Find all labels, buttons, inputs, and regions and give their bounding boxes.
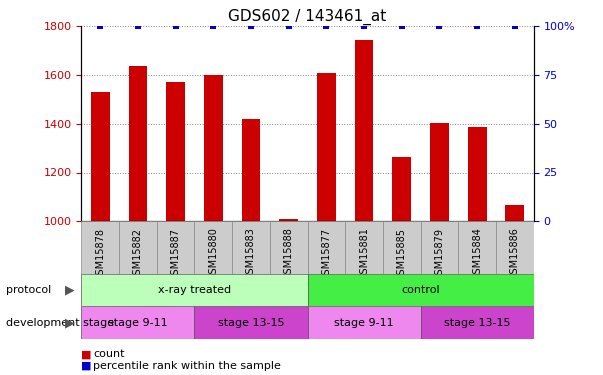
Bar bbox=[81, 221, 119, 274]
Point bbox=[510, 23, 520, 29]
Bar bbox=[430, 123, 449, 221]
Bar bbox=[204, 75, 223, 221]
Bar bbox=[279, 219, 298, 221]
Text: ▶: ▶ bbox=[65, 283, 74, 296]
Point bbox=[246, 23, 256, 29]
Point bbox=[472, 23, 482, 29]
Bar bbox=[81, 306, 194, 339]
Point bbox=[284, 23, 294, 29]
Text: GSM15888: GSM15888 bbox=[283, 228, 294, 280]
Bar bbox=[81, 274, 308, 306]
Bar bbox=[270, 221, 308, 274]
Text: GSM15885: GSM15885 bbox=[397, 228, 407, 280]
Point bbox=[397, 23, 406, 29]
Text: percentile rank within the sample: percentile rank within the sample bbox=[93, 361, 282, 370]
Text: protocol: protocol bbox=[6, 285, 51, 295]
Text: count: count bbox=[93, 350, 125, 359]
Bar bbox=[308, 221, 345, 274]
Bar bbox=[345, 221, 383, 274]
Text: GSM15883: GSM15883 bbox=[246, 228, 256, 280]
Point bbox=[359, 23, 369, 29]
Bar bbox=[308, 306, 421, 339]
Text: ■: ■ bbox=[81, 350, 92, 359]
Bar bbox=[166, 82, 185, 221]
Bar bbox=[119, 221, 157, 274]
Point bbox=[95, 23, 105, 29]
Bar bbox=[194, 221, 232, 274]
Text: GSM15882: GSM15882 bbox=[133, 228, 143, 280]
Bar bbox=[383, 221, 421, 274]
Bar bbox=[421, 221, 458, 274]
Text: development stage: development stage bbox=[6, 318, 114, 327]
Text: GSM15877: GSM15877 bbox=[321, 228, 332, 280]
Bar bbox=[317, 73, 336, 221]
Text: GSM15879: GSM15879 bbox=[434, 228, 444, 280]
Bar bbox=[355, 40, 373, 221]
Title: GDS602 / 143461_at: GDS602 / 143461_at bbox=[229, 9, 387, 25]
Bar bbox=[157, 221, 194, 274]
Bar bbox=[393, 157, 411, 221]
Bar bbox=[496, 221, 534, 274]
Text: GSM15878: GSM15878 bbox=[95, 228, 106, 280]
Bar bbox=[421, 306, 534, 339]
Bar bbox=[458, 221, 496, 274]
Text: stage 9-11: stage 9-11 bbox=[108, 318, 168, 327]
Point bbox=[321, 23, 331, 29]
Text: stage 13-15: stage 13-15 bbox=[444, 318, 510, 327]
Point bbox=[133, 23, 143, 29]
Text: GSM15881: GSM15881 bbox=[359, 228, 369, 280]
Text: control: control bbox=[401, 285, 440, 295]
Bar bbox=[128, 66, 147, 221]
Point bbox=[435, 23, 444, 29]
Point bbox=[209, 23, 218, 29]
Bar bbox=[505, 206, 524, 221]
Bar bbox=[232, 221, 270, 274]
Text: stage 9-11: stage 9-11 bbox=[334, 318, 394, 327]
Bar bbox=[194, 306, 308, 339]
Text: GSM15887: GSM15887 bbox=[171, 228, 181, 280]
Text: GSM15884: GSM15884 bbox=[472, 228, 482, 280]
Text: ■: ■ bbox=[81, 361, 92, 370]
Bar bbox=[468, 128, 487, 221]
Text: GSM15886: GSM15886 bbox=[510, 228, 520, 280]
Text: x-ray treated: x-ray treated bbox=[158, 285, 231, 295]
Bar bbox=[308, 274, 534, 306]
Point bbox=[171, 23, 180, 29]
Text: ▶: ▶ bbox=[65, 316, 74, 329]
Text: GSM15880: GSM15880 bbox=[208, 228, 218, 280]
Bar bbox=[242, 119, 260, 221]
Bar bbox=[91, 92, 110, 221]
Text: stage 13-15: stage 13-15 bbox=[218, 318, 284, 327]
